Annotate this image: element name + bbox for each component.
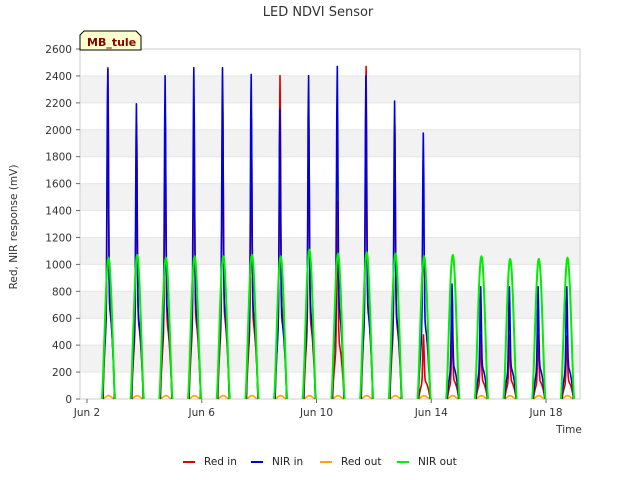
chart-title: LED NDVI Sensor — [263, 5, 374, 20]
y-tick-label: 1000 — [45, 259, 72, 271]
x-tick-label: Jun 14 — [414, 407, 448, 419]
grid-band — [80, 237, 580, 265]
grid-band — [80, 129, 580, 157]
y-tick-label: 1800 — [45, 152, 72, 164]
y-tick-label: 2200 — [45, 98, 72, 110]
y-axis: 0 200 400 600 800 1000 1200 1400 1600 1800 2000 220… — [45, 44, 80, 406]
series-line-nir-out — [100, 248, 576, 400]
x-tick-label: Jun 2 — [73, 407, 100, 419]
y-axis-label: Red, NIR response (mV) — [8, 165, 20, 290]
site-label-box — [79, 30, 142, 51]
y-tick-label: 2600 — [45, 44, 72, 56]
legend: Red in NIR in Red out NIR out — [183, 456, 457, 468]
y-tick-label: 1600 — [45, 179, 72, 191]
series-layer — [100, 65, 576, 400]
y-tick-label: 2000 — [45, 125, 72, 137]
y-tick-label: 0 — [65, 394, 72, 406]
legend-label: Red in — [204, 456, 237, 468]
legend-label: NIR out — [418, 456, 457, 468]
x-tick-label: Jun 18 — [528, 407, 562, 419]
grid-bands — [80, 48, 580, 400]
series-line-red-out — [102, 394, 574, 400]
legend-label: NIR in — [272, 456, 303, 468]
y-tick-label: 800 — [52, 286, 72, 298]
y-tick-label: 1200 — [45, 232, 72, 244]
x-tick-label: Jun 10 — [299, 407, 333, 419]
y-tick-label: 2400 — [45, 71, 72, 83]
series-line-nir-in — [102, 65, 575, 400]
x-tick-label: Jun 6 — [188, 407, 216, 419]
x-axis: Jun 2 Jun 6 Jun 10 Jun 14 Jun 18 — [73, 399, 563, 419]
grid-band — [80, 291, 580, 319]
site-label: MB_tule — [87, 36, 136, 49]
site-label-badge: MB_tule — [79, 30, 142, 51]
y-tick-label: 1400 — [45, 206, 72, 218]
y-tick-label: 600 — [52, 313, 72, 325]
plot-area — [79, 48, 581, 400]
x-axis-label: Time — [555, 424, 582, 436]
y-tick-label: 400 — [52, 340, 72, 352]
y-tick-label: 200 — [52, 367, 72, 379]
grid-band — [80, 183, 580, 211]
grid-band — [80, 75, 580, 103]
legend-label: Red out — [341, 456, 381, 468]
